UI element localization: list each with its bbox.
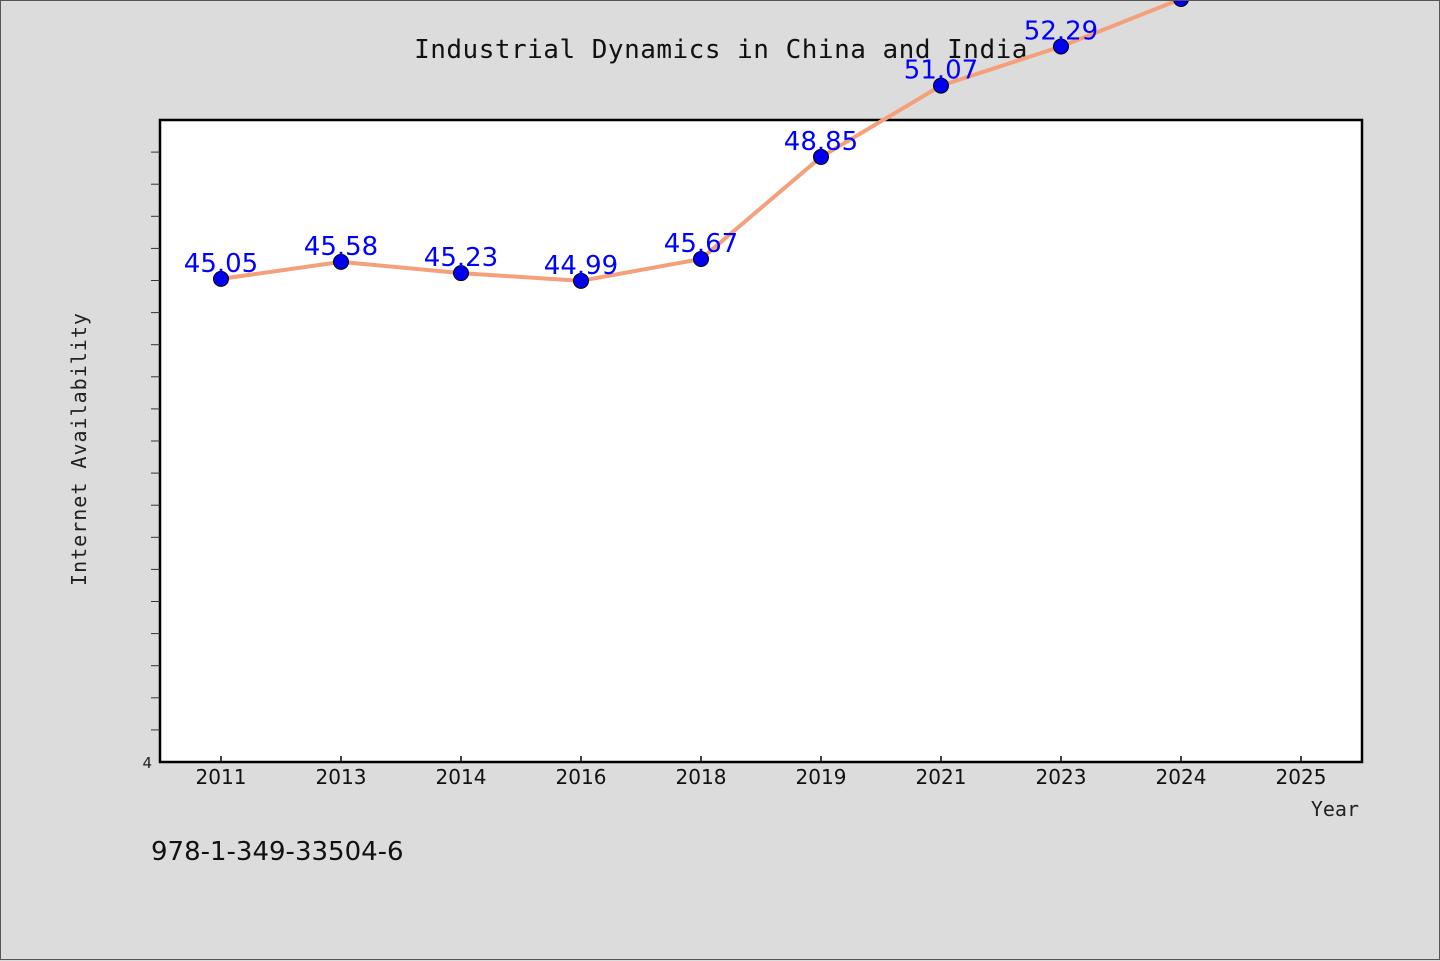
x-tick-label: 2025	[1276, 765, 1327, 789]
data-label: 45.67	[664, 229, 738, 259]
data-point	[933, 77, 949, 94]
x-tick-label: 2021	[916, 765, 967, 789]
data-label: 45.58	[304, 232, 378, 262]
data-point	[453, 265, 469, 282]
x-axis-label: Year	[1310, 797, 1359, 821]
data-label: 48.85	[784, 127, 858, 157]
data-label: 45.23	[424, 243, 498, 273]
data-point	[213, 270, 229, 287]
data-label: 52.29	[1024, 16, 1098, 46]
x-tick-label: 2014	[436, 765, 487, 789]
x-tick-label: 2011	[196, 765, 247, 789]
y-tick-label: 4	[142, 754, 152, 772]
isbn-text: 978-1-349-33504-6	[151, 837, 404, 867]
series-line-group	[219, 1, 1182, 283]
data-label: 45.05	[184, 249, 258, 279]
data-label: 51.07	[904, 56, 978, 86]
x-axis-ticks: 2011 2013 2014 2016 2018 2019 2021 2023 2024 2025	[196, 756, 1327, 789]
chart-title: Industrial Dynamics in China and India	[414, 35, 1028, 65]
data-points	[213, 1, 1189, 289]
data-point	[1173, 1, 1189, 7]
data-point	[693, 250, 709, 267]
data-point	[813, 148, 829, 165]
y-axis-ticks: 4	[142, 151, 160, 772]
x-tick-label: 2018	[676, 765, 727, 789]
data-point	[1053, 38, 1069, 55]
data-labels: 45.05 45.58 45.23 44.99 45.67 48.85 51.07 52.29…	[184, 16, 1098, 281]
data-point	[333, 253, 349, 270]
x-tick-label: 2024	[1156, 765, 1207, 789]
series-line	[219, 1, 1182, 283]
plot-area	[158, 118, 1364, 764]
x-tick-label: 2023	[1036, 765, 1087, 789]
x-tick-label: 2013	[316, 765, 367, 789]
x-tick-label: 2019	[796, 765, 847, 789]
x-tick-label: 2016	[556, 765, 607, 789]
data-point	[573, 272, 589, 289]
data-label: 44.99	[544, 251, 618, 281]
